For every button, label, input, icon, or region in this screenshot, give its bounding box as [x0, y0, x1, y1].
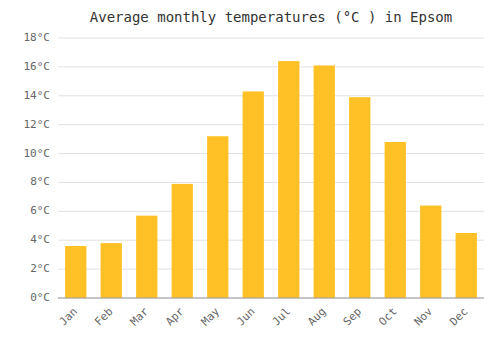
x-tick-label: Sep — [341, 305, 364, 328]
x-tick-label: Jul — [270, 305, 293, 328]
chart-container: Average monthly temperatures (°C ) in Ep… — [0, 0, 500, 350]
grid — [58, 38, 484, 298]
y-tick-label: 18°C — [24, 31, 51, 44]
grid-line — [58, 124, 484, 125]
bars — [65, 61, 477, 298]
chart: Average monthly temperatures (°C ) in Ep… — [0, 0, 500, 350]
bar — [101, 243, 122, 298]
y-tick-label: 0°C — [30, 291, 50, 304]
y-axis: 0°C 2°C 4°C 6°C 8°C 10°C 12°C 14°C 16°C 18°C — [24, 31, 51, 304]
x-tick-label: Oct — [376, 305, 399, 328]
x-tick-label: May — [199, 305, 223, 329]
grid-line — [58, 38, 484, 39]
x-tick-label: Mar — [128, 305, 152, 329]
y-tick-label: 4°C — [30, 233, 50, 246]
y-tick-label: 6°C — [30, 204, 50, 217]
y-tick-label: 8°C — [30, 175, 50, 188]
bar — [456, 233, 477, 298]
x-tick-label: Apr — [163, 305, 187, 329]
x-tick-label: Dec — [447, 305, 470, 328]
x-tick-label: Aug — [305, 305, 328, 328]
bar — [385, 142, 406, 298]
title: Average monthly temperatures (°C ) in Ep… — [90, 9, 452, 25]
bar — [65, 246, 86, 298]
grid-line — [58, 66, 484, 67]
y-tick-label: 16°C — [24, 60, 51, 73]
y-tick-label: 12°C — [24, 118, 51, 131]
grid-line — [58, 182, 484, 183]
bar — [136, 216, 157, 298]
bar — [420, 206, 441, 298]
x-axis: Jan Feb Mar Apr May Jun Jul Aug Sep Oct Nov Dec — [57, 305, 471, 329]
bar — [314, 65, 335, 298]
x-tick-label: Jun — [234, 305, 257, 328]
grid-line — [58, 95, 484, 96]
bar — [207, 136, 228, 298]
x-tick-label: Jan — [57, 305, 80, 328]
bar — [278, 61, 299, 298]
bar — [349, 97, 370, 298]
y-tick-label: 2°C — [30, 262, 50, 275]
y-tick-label: 10°C — [24, 147, 51, 160]
x-axis-line — [58, 298, 484, 299]
y-tick-label: 14°C — [24, 89, 51, 102]
bar — [243, 91, 264, 298]
x-tick-label: Nov — [412, 305, 436, 329]
page: {"chart_data": {"type": "bar", "title": … — [0, 0, 500, 350]
bar — [172, 184, 193, 298]
grid-line — [58, 298, 484, 299]
x-tick-label: Feb — [92, 305, 115, 328]
grid-line — [58, 153, 484, 154]
